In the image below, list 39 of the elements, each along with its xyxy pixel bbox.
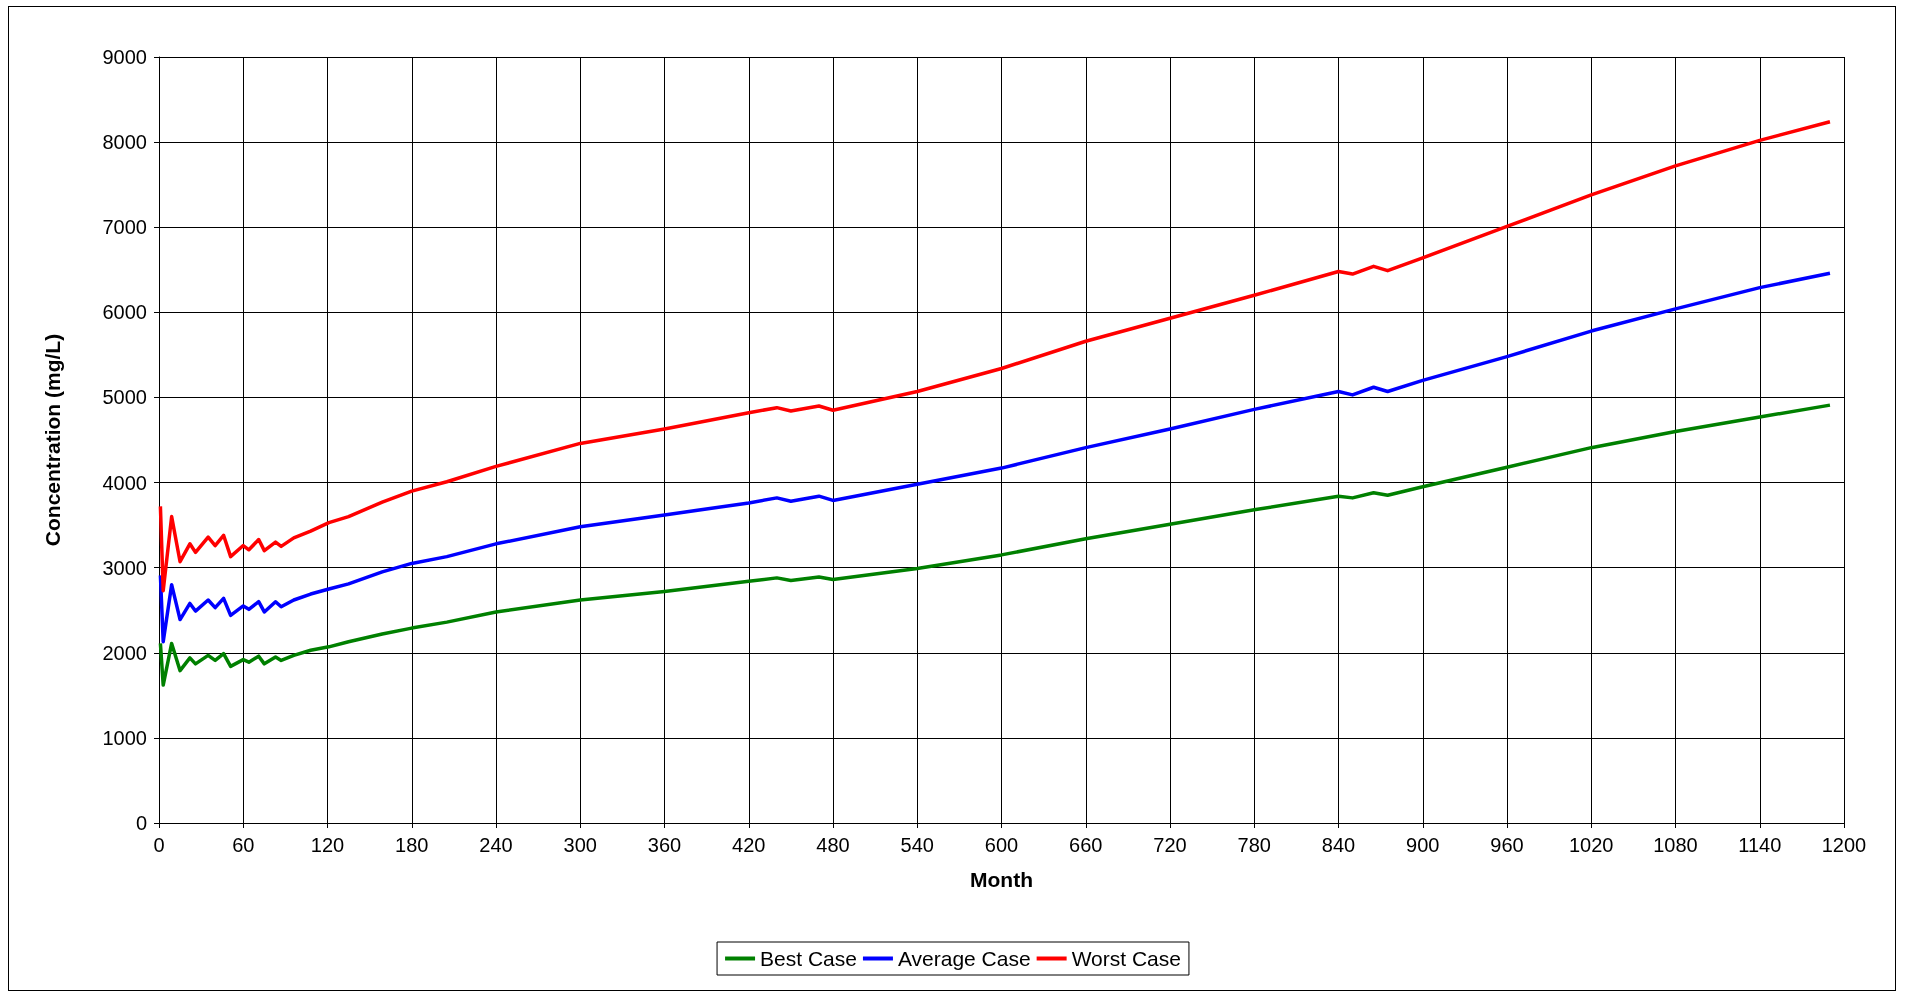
x-tick-label: 180 xyxy=(395,834,429,856)
line-series xyxy=(158,271,1832,644)
y-tick-label: 9000 xyxy=(102,46,147,68)
y-tick-label: 8000 xyxy=(102,131,147,154)
x-tick-label: 600 xyxy=(984,834,1019,856)
legend-label: Average Case xyxy=(897,947,1031,970)
x-tick-label: 240 xyxy=(479,834,513,856)
x-tick-label: 60 xyxy=(232,834,255,856)
x-tick-label: 0 xyxy=(153,834,165,856)
x-tick-label: 840 xyxy=(1321,834,1356,856)
y-tick-label: 7000 xyxy=(102,216,147,239)
x-tick-label: 120 xyxy=(310,834,345,856)
x-tick-label: 1200 xyxy=(1821,834,1867,856)
x-tick-label: 420 xyxy=(732,834,766,856)
y-tick-label: 2000 xyxy=(102,641,147,664)
y-tick-label: 5000 xyxy=(102,386,147,409)
legend-label: Best Case xyxy=(760,947,857,970)
x-tick-label: 1020 xyxy=(1569,834,1614,856)
x-tick-label: 960 xyxy=(1490,834,1524,856)
x-tick-label: 480 xyxy=(816,834,850,856)
x-tick-label: 780 xyxy=(1237,834,1271,856)
x-tick-label: 660 xyxy=(1069,834,1103,856)
y-axis-title: Concentration (mg/L) xyxy=(41,333,64,547)
legend-label: Worst Case xyxy=(1071,947,1181,970)
x-tick-label: 300 xyxy=(563,834,597,856)
y-tick-label: 3000 xyxy=(102,556,147,579)
x-tick-label: 360 xyxy=(647,834,682,856)
y-tick-label: 6000 xyxy=(102,301,147,324)
line-series xyxy=(158,119,1832,593)
line-series xyxy=(158,403,1832,687)
y-tick-label: 1000 xyxy=(102,726,147,749)
y-tick-label: 4000 xyxy=(102,471,147,494)
x-tick-label: 1080 xyxy=(1653,834,1698,856)
y-tick-label: 0 xyxy=(135,812,147,834)
x-tick-label: 540 xyxy=(900,834,934,856)
x-tick-label: 720 xyxy=(1153,834,1187,856)
x-tick-label: 900 xyxy=(1406,834,1440,856)
x-axis-title: Month xyxy=(970,868,1033,891)
x-tick-label: 1140 xyxy=(1738,834,1782,856)
